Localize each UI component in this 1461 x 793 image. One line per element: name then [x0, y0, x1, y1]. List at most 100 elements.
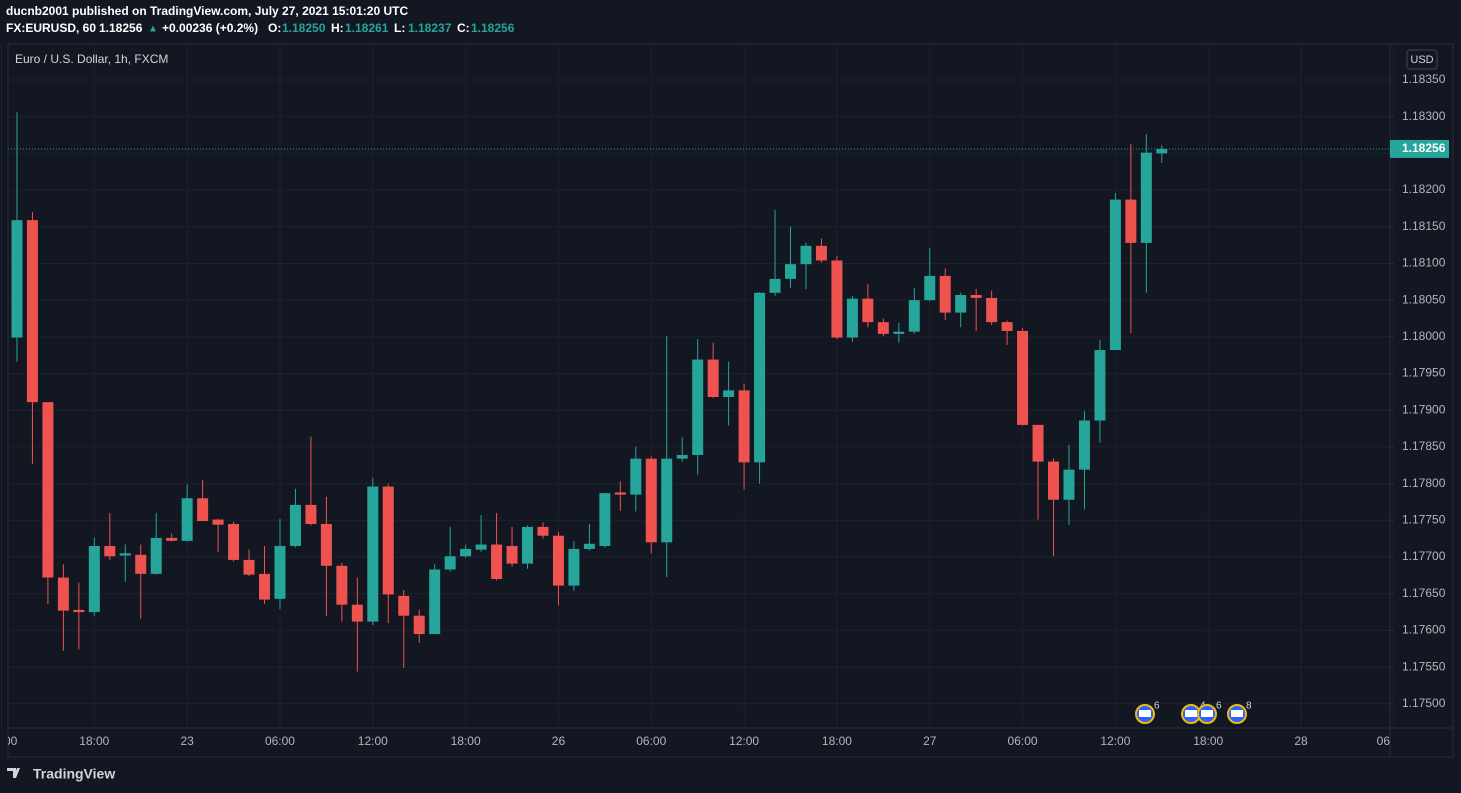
axes: 1.17500 1.17550 1.17600 1.17650 1.17700 1.177…: [4, 72, 1449, 748]
ohlc: O: 1.18250 H: 1.18261 L: 1.18237 C: 1.18256: [268, 21, 515, 35]
candle-body: [1048, 461, 1060, 500]
candle-body: [769, 278, 781, 293]
x-tick-label: 00: [4, 734, 18, 748]
x-tick-label: 18:00: [79, 734, 109, 748]
currency-button[interactable]: [1406, 49, 1438, 70]
candle-body: [1109, 199, 1121, 351]
event-badge[interactable]: 8: [1227, 701, 1252, 724]
candle-body: [336, 565, 348, 605]
y-tick-label: 1.17650: [1402, 586, 1446, 600]
candle-body: [537, 526, 549, 536]
chart-title: Euro / U.S. Dollar, 1h, FXCM: [15, 52, 168, 66]
candle-body: [104, 545, 116, 557]
candle-body: [150, 537, 162, 574]
y-tick-label: 1.18200: [1402, 182, 1446, 196]
candle-body: [1078, 420, 1090, 470]
change: +0.00236 (+0.2%): [162, 21, 258, 35]
candles: [8, 112, 1390, 672]
candle-body: [57, 577, 69, 611]
candle-body: [88, 545, 100, 613]
y-tick-label: 1.17800: [1402, 476, 1446, 490]
y-tick-label: 1.18300: [1402, 109, 1446, 123]
candle-body: [135, 554, 147, 574]
candle-body: [398, 595, 410, 616]
last-price-label: 1.18256: [1402, 141, 1446, 155]
y-tick-label: 1.17550: [1402, 659, 1446, 673]
event-flag: [1231, 710, 1243, 717]
event-badge[interactable]: 6: [1135, 701, 1160, 724]
candle-body: [893, 331, 905, 334]
candle-body: [785, 264, 797, 279]
candle-body: [460, 548, 472, 557]
candle-body: [568, 548, 580, 586]
x-tick-label: 06: [1377, 734, 1391, 748]
event-badge[interactable]: 6: [1197, 701, 1222, 724]
candle-body: [1063, 469, 1075, 500]
candle-body: [924, 275, 936, 301]
pane-border: [7, 43, 1454, 758]
x-tick-label: 06:00: [265, 734, 295, 748]
candle-body: [351, 604, 363, 622]
candle-body: [908, 300, 920, 332]
x-tick-label: 06:00: [636, 734, 666, 748]
candle-body: [320, 523, 332, 566]
arrow: ▲: [148, 24, 158, 35]
candle-body: [1017, 330, 1029, 425]
candle-body: [475, 544, 487, 550]
y-tick-label: 1.18000: [1402, 329, 1446, 343]
candle-body: [815, 245, 827, 261]
candle-body: [1140, 152, 1152, 243]
candle-body: [305, 504, 317, 524]
candle-body: [676, 454, 688, 459]
candle-body: [73, 609, 85, 613]
x-tick-label: 27: [923, 734, 937, 748]
x-tick-label: 26: [552, 734, 566, 748]
publisher: ducnb2001 published on TradingView.com, …: [6, 4, 408, 18]
ohlc-value: 1.18256: [471, 21, 515, 35]
candle-body: [367, 486, 379, 622]
y-tick-label: 1.17700: [1402, 549, 1446, 563]
logo: TradingView: [7, 766, 115, 782]
candle-body: [181, 498, 193, 541]
x-tick-label: 18:00: [1193, 734, 1223, 748]
candle-body: [661, 458, 673, 543]
y-tick-label: 1.17600: [1402, 623, 1446, 637]
x-tick-label: 18:00: [451, 734, 481, 748]
candle-body: [289, 504, 301, 546]
y-tick-label: 1.17750: [1402, 512, 1446, 526]
candle-body: [614, 492, 626, 495]
candle-body: [1001, 322, 1013, 331]
ohlc-value: 1.18237: [408, 21, 452, 35]
candle-body: [1032, 424, 1044, 462]
candle-body: [986, 297, 998, 323]
candle-body: [707, 359, 719, 398]
candle-body: [599, 493, 611, 546]
ohlc-key: O:: [268, 21, 281, 35]
event-flag: [1185, 710, 1197, 717]
candle-body: [197, 498, 209, 522]
candle-body: [738, 390, 750, 463]
x-tick-label: 18:00: [822, 734, 852, 748]
ohlc-value: 1.18261: [345, 21, 389, 35]
candle-body: [413, 615, 425, 635]
candle-body: [11, 220, 23, 338]
ohlc-key: H:: [331, 21, 344, 35]
y-tick-label: 1.18150: [1402, 219, 1446, 233]
y-tick-label: 1.18350: [1402, 72, 1446, 86]
event-count: 6: [1216, 701, 1222, 712]
currency[interactable]: USD: [1410, 54, 1433, 66]
ohlc-value: 1.18250: [282, 21, 326, 35]
event-count: 8: [1246, 701, 1252, 712]
event-flag: [1139, 710, 1151, 717]
candle-body: [506, 545, 518, 564]
ohlc-key: C:: [457, 21, 470, 35]
candle-body: [862, 298, 874, 323]
candle-body: [754, 292, 766, 463]
symbol: FX:EURUSD, 60: [6, 21, 96, 35]
candle-body: [119, 553, 131, 556]
candle-body: [1156, 148, 1168, 154]
candle-body: [723, 390, 735, 398]
candle-body: [429, 569, 441, 635]
x-tick-label: 28: [1294, 734, 1308, 748]
